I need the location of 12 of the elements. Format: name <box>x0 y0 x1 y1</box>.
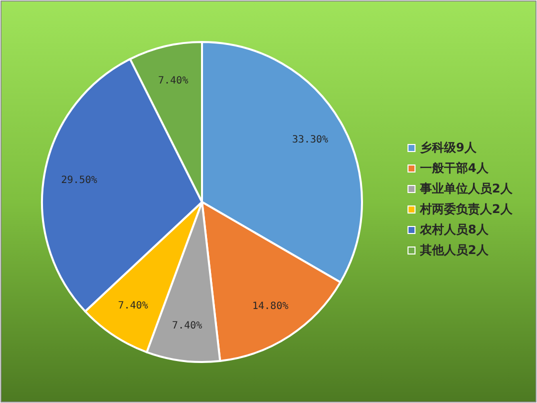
data-label: 7.40% <box>158 75 188 86</box>
legend-label: 其他人员2人 <box>419 242 490 257</box>
legend-label: 乡科级9人 <box>420 140 478 154</box>
data-label: 29.50% <box>61 174 98 186</box>
data-label: 7.40% <box>172 320 202 332</box>
legend-label: 农村人员8人 <box>419 222 490 236</box>
data-label: 7.40% <box>118 300 148 312</box>
legend-label: 村两委负责人2人 <box>419 202 514 216</box>
legend-label: 事业单位人员2人 <box>419 181 514 196</box>
legend-label: 一般干部4人 <box>420 160 490 175</box>
data-label: 33.30% <box>292 134 328 146</box>
data-label: 14.80% <box>252 301 288 312</box>
